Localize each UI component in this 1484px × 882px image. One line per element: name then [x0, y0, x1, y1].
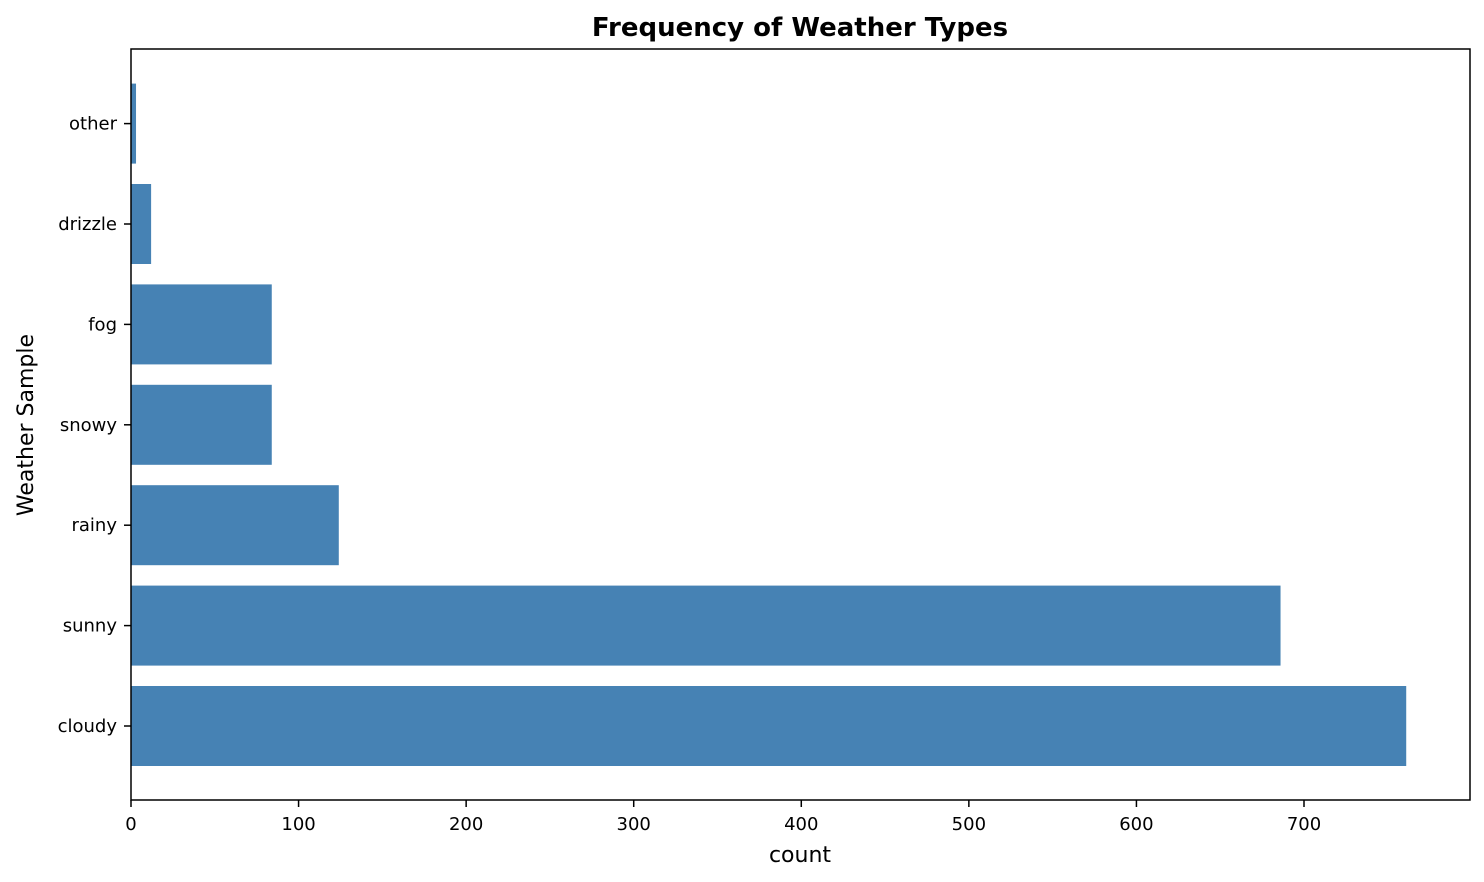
chart-title: Frequency of Weather Types — [592, 13, 1008, 43]
bar-other — [131, 83, 137, 164]
x-tick-label-300: 300 — [617, 814, 651, 835]
x-tick-label-700: 700 — [1287, 814, 1321, 835]
bar-snowy — [131, 384, 272, 465]
bar-drizzle — [131, 184, 152, 264]
bar-fog — [131, 284, 272, 365]
bar-sunny — [131, 585, 1281, 666]
bar-rainy — [131, 485, 339, 566]
y-tick-label-fog: fog — [88, 314, 117, 335]
plot-frame — [130, 48, 1471, 801]
bar-cloudy — [131, 686, 1407, 766]
x-tick-label-0: 0 — [125, 814, 136, 835]
y-tick-label-rainy: rainy — [72, 515, 118, 536]
y-tick-label-sunny: sunny — [63, 616, 118, 637]
y-tick-label-snowy: snowy — [60, 415, 118, 436]
y-tick-label-other: other — [69, 114, 118, 135]
x-tick-label-400: 400 — [784, 814, 818, 835]
x-tick-label-200: 200 — [449, 814, 483, 835]
y-tick-label-cloudy: cloudy — [58, 716, 118, 737]
x-tick-label-100: 100 — [281, 814, 315, 835]
x-tick-label-500: 500 — [952, 814, 986, 835]
y-axis-label: Weather Sample — [14, 334, 39, 516]
x-axis-label: count — [769, 843, 831, 868]
plot-area: cloudy sunny rainy snowy fog drizzle other 0 100… — [58, 83, 1407, 835]
x-tick-label-600: 600 — [1119, 814, 1153, 835]
y-tick-label-drizzle: drizzle — [58, 214, 117, 235]
